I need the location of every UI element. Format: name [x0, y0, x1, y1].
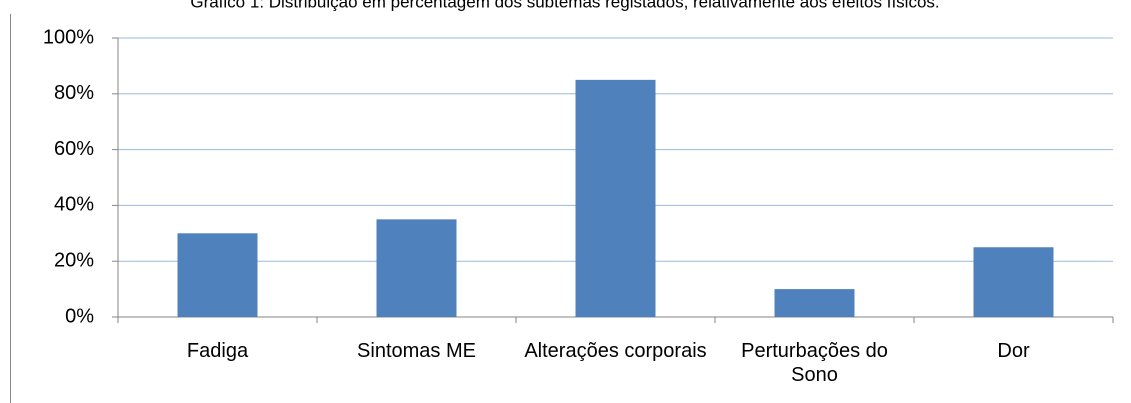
- y-tick-label: 0%: [65, 305, 94, 327]
- x-tick-label: Perturbações do Sono: [741, 340, 888, 386]
- x-tick-label: Sintomas ME: [357, 340, 476, 362]
- bar: [575, 79, 656, 317]
- bar: [973, 247, 1054, 317]
- bar: [177, 233, 258, 317]
- y-tick-label: 20%: [54, 249, 94, 271]
- bar: [376, 219, 457, 317]
- y-tick-label: 40%: [54, 194, 94, 216]
- x-tick-label: Alterações corporais: [524, 340, 707, 362]
- bar: [774, 289, 855, 317]
- y-tick-label: 60%: [54, 138, 94, 160]
- x-tick-label: Fadiga: [186, 340, 249, 362]
- x-tick-label: Dor: [997, 340, 1030, 362]
- y-tick-label: 80%: [54, 82, 94, 104]
- y-tick-label: 100%: [43, 26, 94, 48]
- chart-title: Gráfico 1: Distribuição em percentagem d…: [190, 0, 939, 11]
